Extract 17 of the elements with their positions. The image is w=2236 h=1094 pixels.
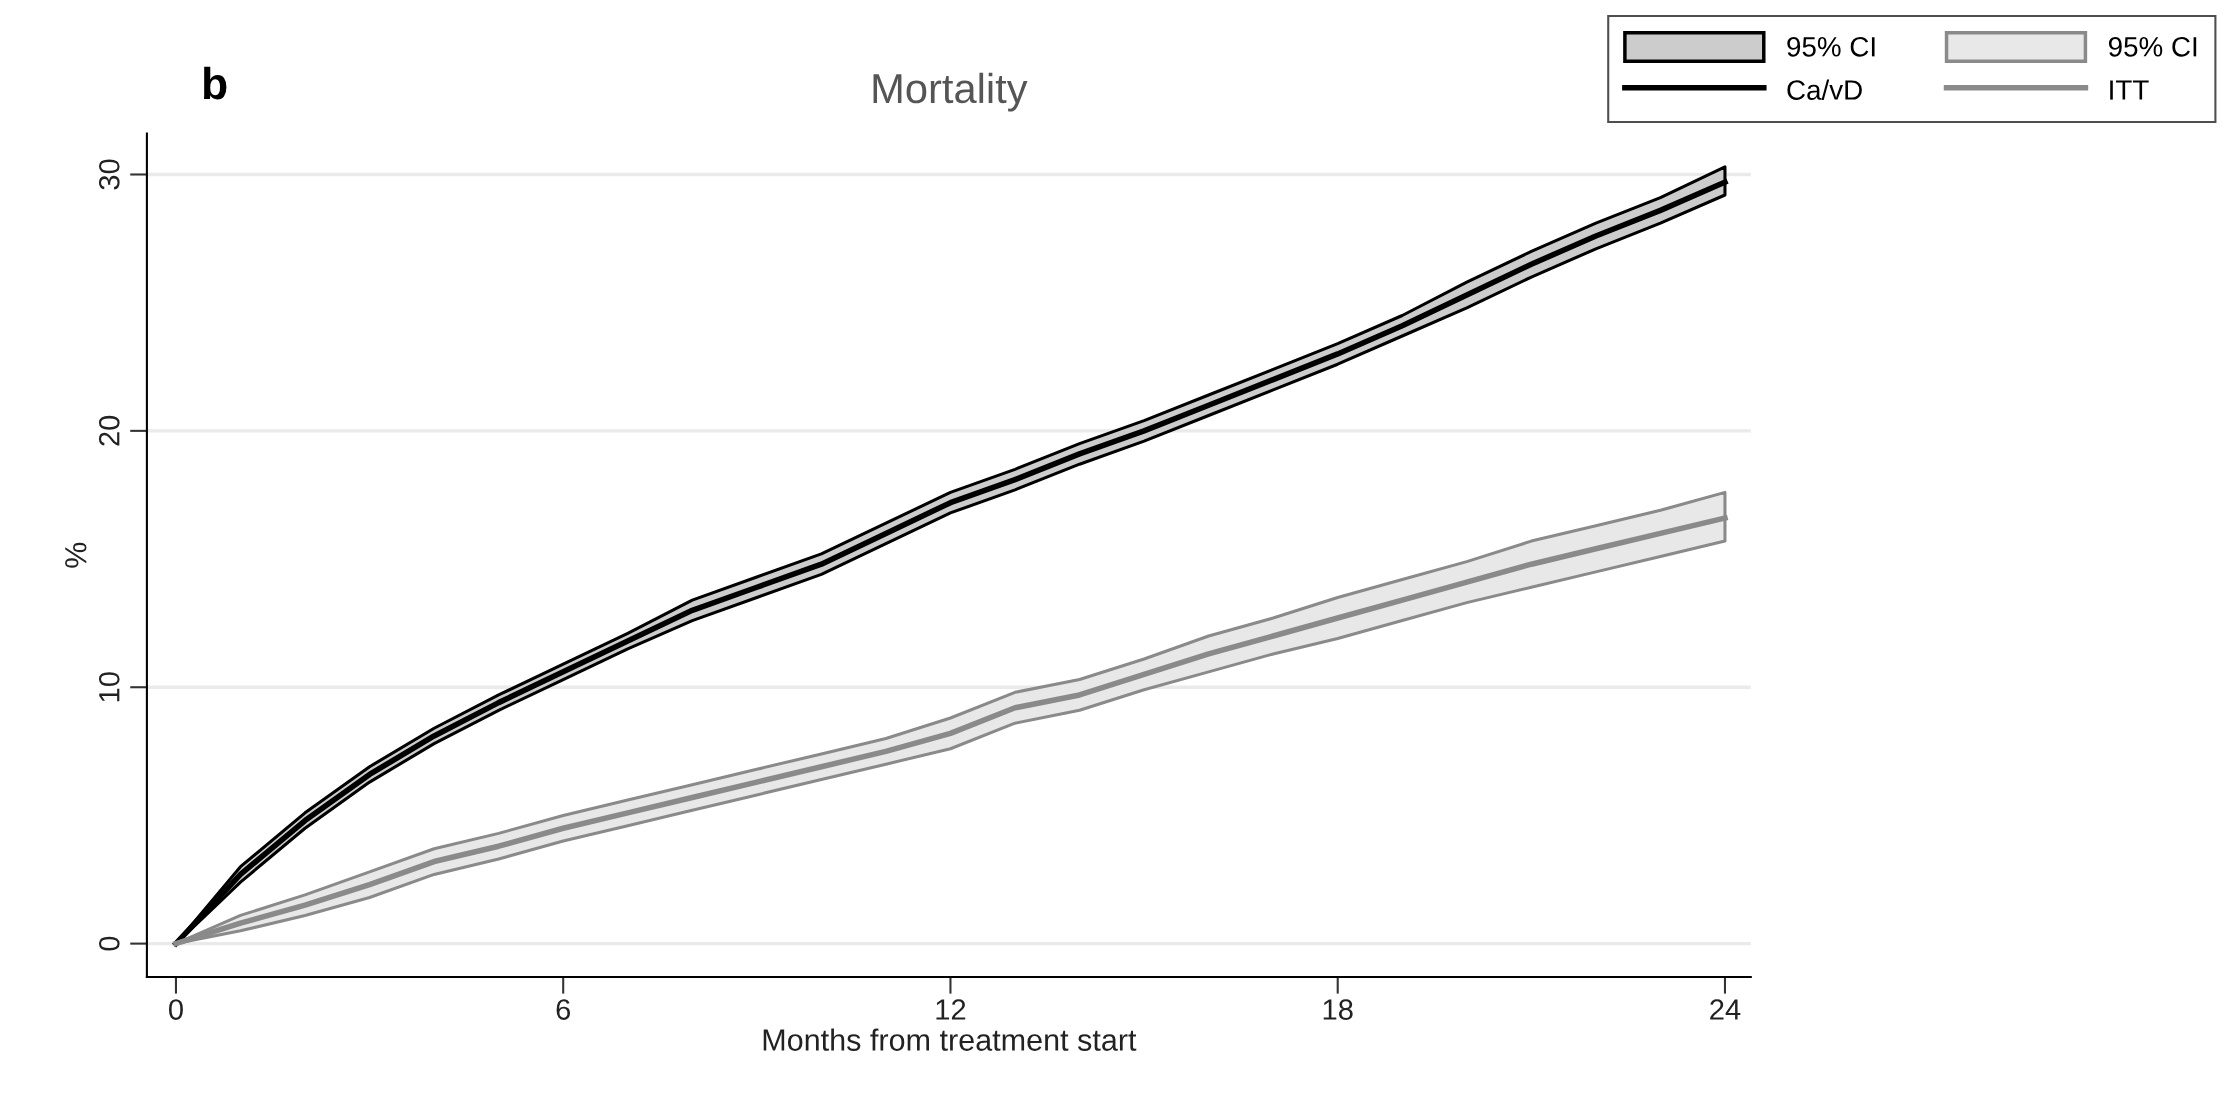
y-tick-label: 10 [98, 672, 120, 702]
legend-label: ITT [2110, 80, 2149, 100]
legend-label: Ca/vD [1787, 79, 1862, 100]
y-tick-label: 0 [98, 936, 120, 951]
x-tick-label: 6 [556, 999, 571, 1020]
x-tick-label: 0 [168, 999, 183, 1020]
x-tick-label: 24 [1710, 999, 1741, 1020]
y-tick-label: 30 [98, 159, 120, 190]
x-tick-label: 18 [1323, 999, 1353, 1020]
x-axis-title: Months from treatment start [763, 1028, 1137, 1051]
x-tick-label: 12 [936, 999, 966, 1020]
chart-title: Mortality [873, 72, 1028, 112]
text: 95% CI [2108, 36, 2197, 57]
y-axis-title: % [65, 542, 87, 568]
text: b [204, 66, 227, 100]
y-tick-label: 20 [98, 415, 120, 446]
text: 95% CI [1787, 36, 1875, 57]
